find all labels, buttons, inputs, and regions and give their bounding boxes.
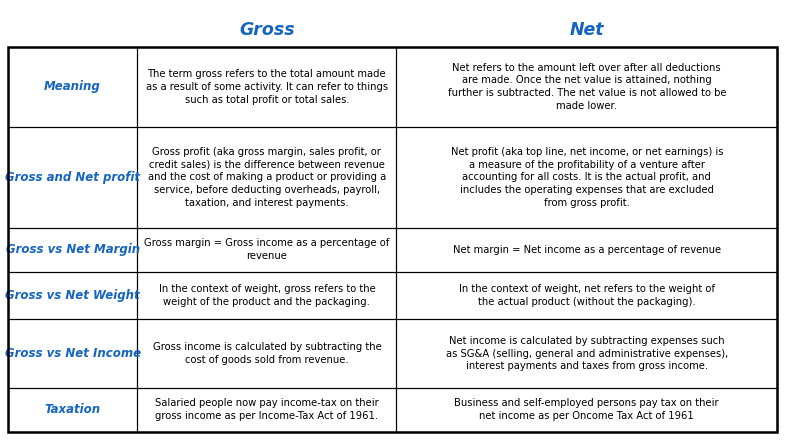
Text: Gross profit (aka gross margin, sales profit, or
credit sales) is the difference: Gross profit (aka gross margin, sales pr… xyxy=(148,147,386,208)
Text: Business and self-employed persons pay tax on their
net income as per Oncome Tax: Business and self-employed persons pay t… xyxy=(455,398,719,421)
Bar xyxy=(8,388,137,432)
Bar xyxy=(8,320,137,388)
Bar xyxy=(396,127,777,228)
Bar xyxy=(396,320,777,388)
Bar xyxy=(137,272,396,320)
Text: Gross income is calculated by subtracting the
cost of goods sold from revenue.: Gross income is calculated by subtractin… xyxy=(152,342,382,365)
Text: Gross and Net profit: Gross and Net profit xyxy=(5,171,140,184)
Text: In the context of weight, net refers to the weight of
the actual product (withou: In the context of weight, net refers to … xyxy=(458,284,715,307)
Bar xyxy=(137,228,396,272)
Text: Meaning: Meaning xyxy=(44,80,101,93)
Bar xyxy=(137,47,396,127)
Bar xyxy=(137,320,396,388)
Text: Net margin = Net income as a percentage of revenue: Net margin = Net income as a percentage … xyxy=(453,245,721,255)
Text: The term gross refers to the total amount made
as a result of some activity. It : The term gross refers to the total amoun… xyxy=(146,69,388,105)
Bar xyxy=(8,272,137,320)
Bar xyxy=(8,47,137,127)
Text: Gross vs Net Margin: Gross vs Net Margin xyxy=(5,243,140,256)
Bar xyxy=(396,228,777,272)
Bar xyxy=(137,127,396,228)
Bar xyxy=(396,272,777,320)
Bar xyxy=(396,388,777,432)
Bar xyxy=(8,47,777,432)
Text: Taxation: Taxation xyxy=(45,403,100,416)
Text: Net income is calculated by subtracting expenses such
as SG&A (selling, general : Net income is calculated by subtracting … xyxy=(446,336,728,371)
Text: Net: Net xyxy=(570,21,604,39)
Text: Net profit (aka top line, net income, or net earnings) is
a measure of the profi: Net profit (aka top line, net income, or… xyxy=(451,147,723,208)
Bar xyxy=(137,388,396,432)
Bar xyxy=(8,127,137,228)
Text: In the context of weight, gross refers to the
weight of the product and the pack: In the context of weight, gross refers t… xyxy=(159,284,375,307)
Text: Gross margin = Gross income as a percentage of
revenue: Gross margin = Gross income as a percent… xyxy=(144,239,389,261)
Text: Net refers to the amount left over after all deductions
are made. Once the net v: Net refers to the amount left over after… xyxy=(447,63,726,111)
Bar xyxy=(396,47,777,127)
Text: Salaried people now pay income-tax on their
gross income as per Income-Tax Act o: Salaried people now pay income-tax on th… xyxy=(155,398,379,421)
Bar xyxy=(8,228,137,272)
Text: Gross vs Net Weight: Gross vs Net Weight xyxy=(5,289,140,302)
Text: Gross: Gross xyxy=(239,21,294,39)
Text: Gross vs Net Income: Gross vs Net Income xyxy=(5,347,141,360)
